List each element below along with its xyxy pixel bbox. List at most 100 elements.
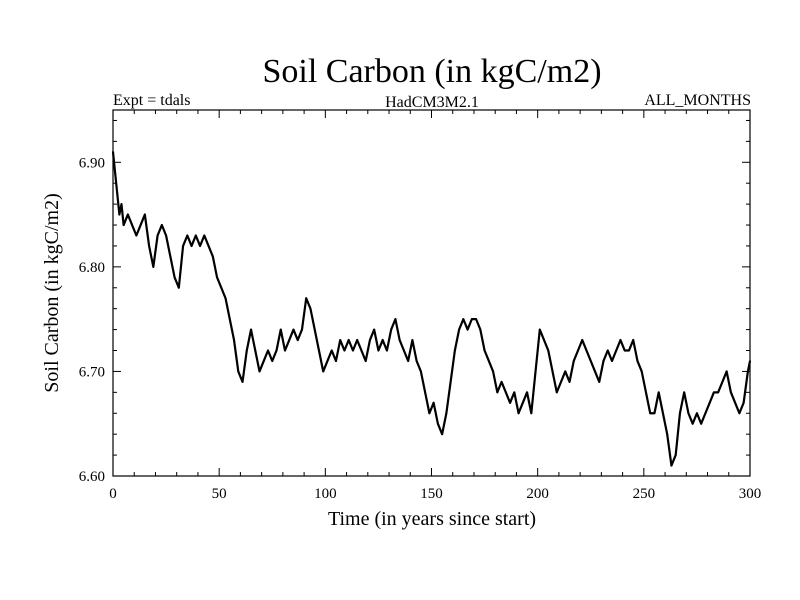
data-point [483, 349, 486, 352]
data-point [572, 360, 575, 362]
data-point [657, 391, 660, 394]
data-point [640, 370, 643, 373]
data-point [250, 328, 252, 331]
data-point [466, 328, 469, 331]
data-point [445, 412, 448, 415]
data-point [691, 422, 694, 425]
data-point [116, 192, 119, 195]
data-point [118, 213, 121, 216]
data-point [619, 339, 622, 341]
data-point [377, 349, 380, 352]
data-point [241, 380, 244, 383]
data-point [165, 234, 167, 237]
data-point [581, 339, 584, 341]
x-tick-label: 150 [420, 486, 443, 502]
data-point [534, 370, 537, 373]
x-axis-label: Time (in years since start) [328, 508, 536, 530]
data-point [729, 391, 732, 394]
x-tick-label: 50 [212, 486, 227, 502]
data-point [156, 234, 159, 237]
data-point [746, 370, 749, 373]
data-point [360, 349, 363, 352]
data-point [479, 328, 482, 331]
data-point [373, 328, 376, 331]
data-point [645, 391, 647, 394]
data-point [364, 360, 367, 362]
data-point [288, 339, 291, 341]
data-point [173, 276, 176, 279]
data-point [279, 328, 282, 331]
data-point [602, 360, 605, 362]
data-point [725, 370, 728, 373]
data-point [356, 339, 359, 341]
data-point [148, 245, 150, 247]
data-point [696, 412, 698, 415]
axis-ticks [112, 110, 751, 477]
data-point [194, 234, 197, 237]
data-point [470, 318, 473, 321]
data-point [526, 391, 528, 394]
data-point [126, 213, 129, 216]
data-point [120, 203, 123, 206]
data-point [530, 412, 533, 415]
data-point [131, 224, 134, 226]
data-point [500, 380, 503, 383]
data-point [555, 391, 558, 394]
series-line [111, 151, 752, 467]
data-point [615, 349, 618, 352]
data-point [632, 339, 635, 341]
data-point [381, 339, 384, 341]
data-point [237, 370, 240, 373]
data-point [271, 360, 274, 362]
data-point [114, 171, 117, 174]
data-point [296, 339, 299, 341]
data-point [139, 224, 142, 226]
data-point [339, 339, 342, 341]
data-point [135, 234, 138, 237]
data-point [551, 370, 554, 373]
data-point [326, 360, 329, 362]
data-point [262, 360, 265, 362]
data-point [700, 422, 703, 425]
data-point [475, 318, 477, 321]
chart-title: Soil Carbon (in kgC/m2) [262, 53, 601, 90]
tick-labels: 0 50 100 150 200 250 300 6.60 6.70 6.80 6.90 [79, 155, 762, 502]
data-point [538, 328, 541, 331]
data-point [407, 360, 410, 362]
data-point [568, 380, 571, 383]
data-point [267, 349, 269, 352]
data-point [517, 412, 520, 415]
data-point [679, 412, 681, 415]
data-point [513, 391, 516, 394]
data-point [721, 380, 724, 383]
data-point [704, 412, 707, 415]
y-tick-label: 6.60 [79, 469, 105, 485]
data-point [436, 422, 439, 425]
experiment-label: Expt = tdals [113, 92, 190, 109]
data-point [322, 370, 325, 373]
data-point [203, 234, 206, 237]
data-point [284, 349, 286, 352]
data-point [160, 224, 163, 226]
data-point [254, 349, 257, 352]
data-point [347, 339, 350, 341]
data-point [309, 307, 312, 310]
data-point [598, 380, 601, 383]
data-point [402, 349, 405, 352]
data-point [245, 349, 248, 352]
x-tick-label: 300 [739, 486, 762, 502]
data-point [543, 339, 545, 341]
data-point [301, 328, 303, 331]
x-tick-label: 250 [633, 486, 656, 502]
data-point [424, 391, 427, 394]
data-point [521, 401, 524, 404]
data-point [717, 391, 720, 394]
data-point [122, 224, 125, 226]
data-point [169, 255, 172, 258]
data-point [318, 349, 320, 352]
data-point [211, 255, 214, 258]
series-layer [111, 150, 752, 467]
data-point [708, 401, 711, 404]
data-point [547, 349, 550, 352]
